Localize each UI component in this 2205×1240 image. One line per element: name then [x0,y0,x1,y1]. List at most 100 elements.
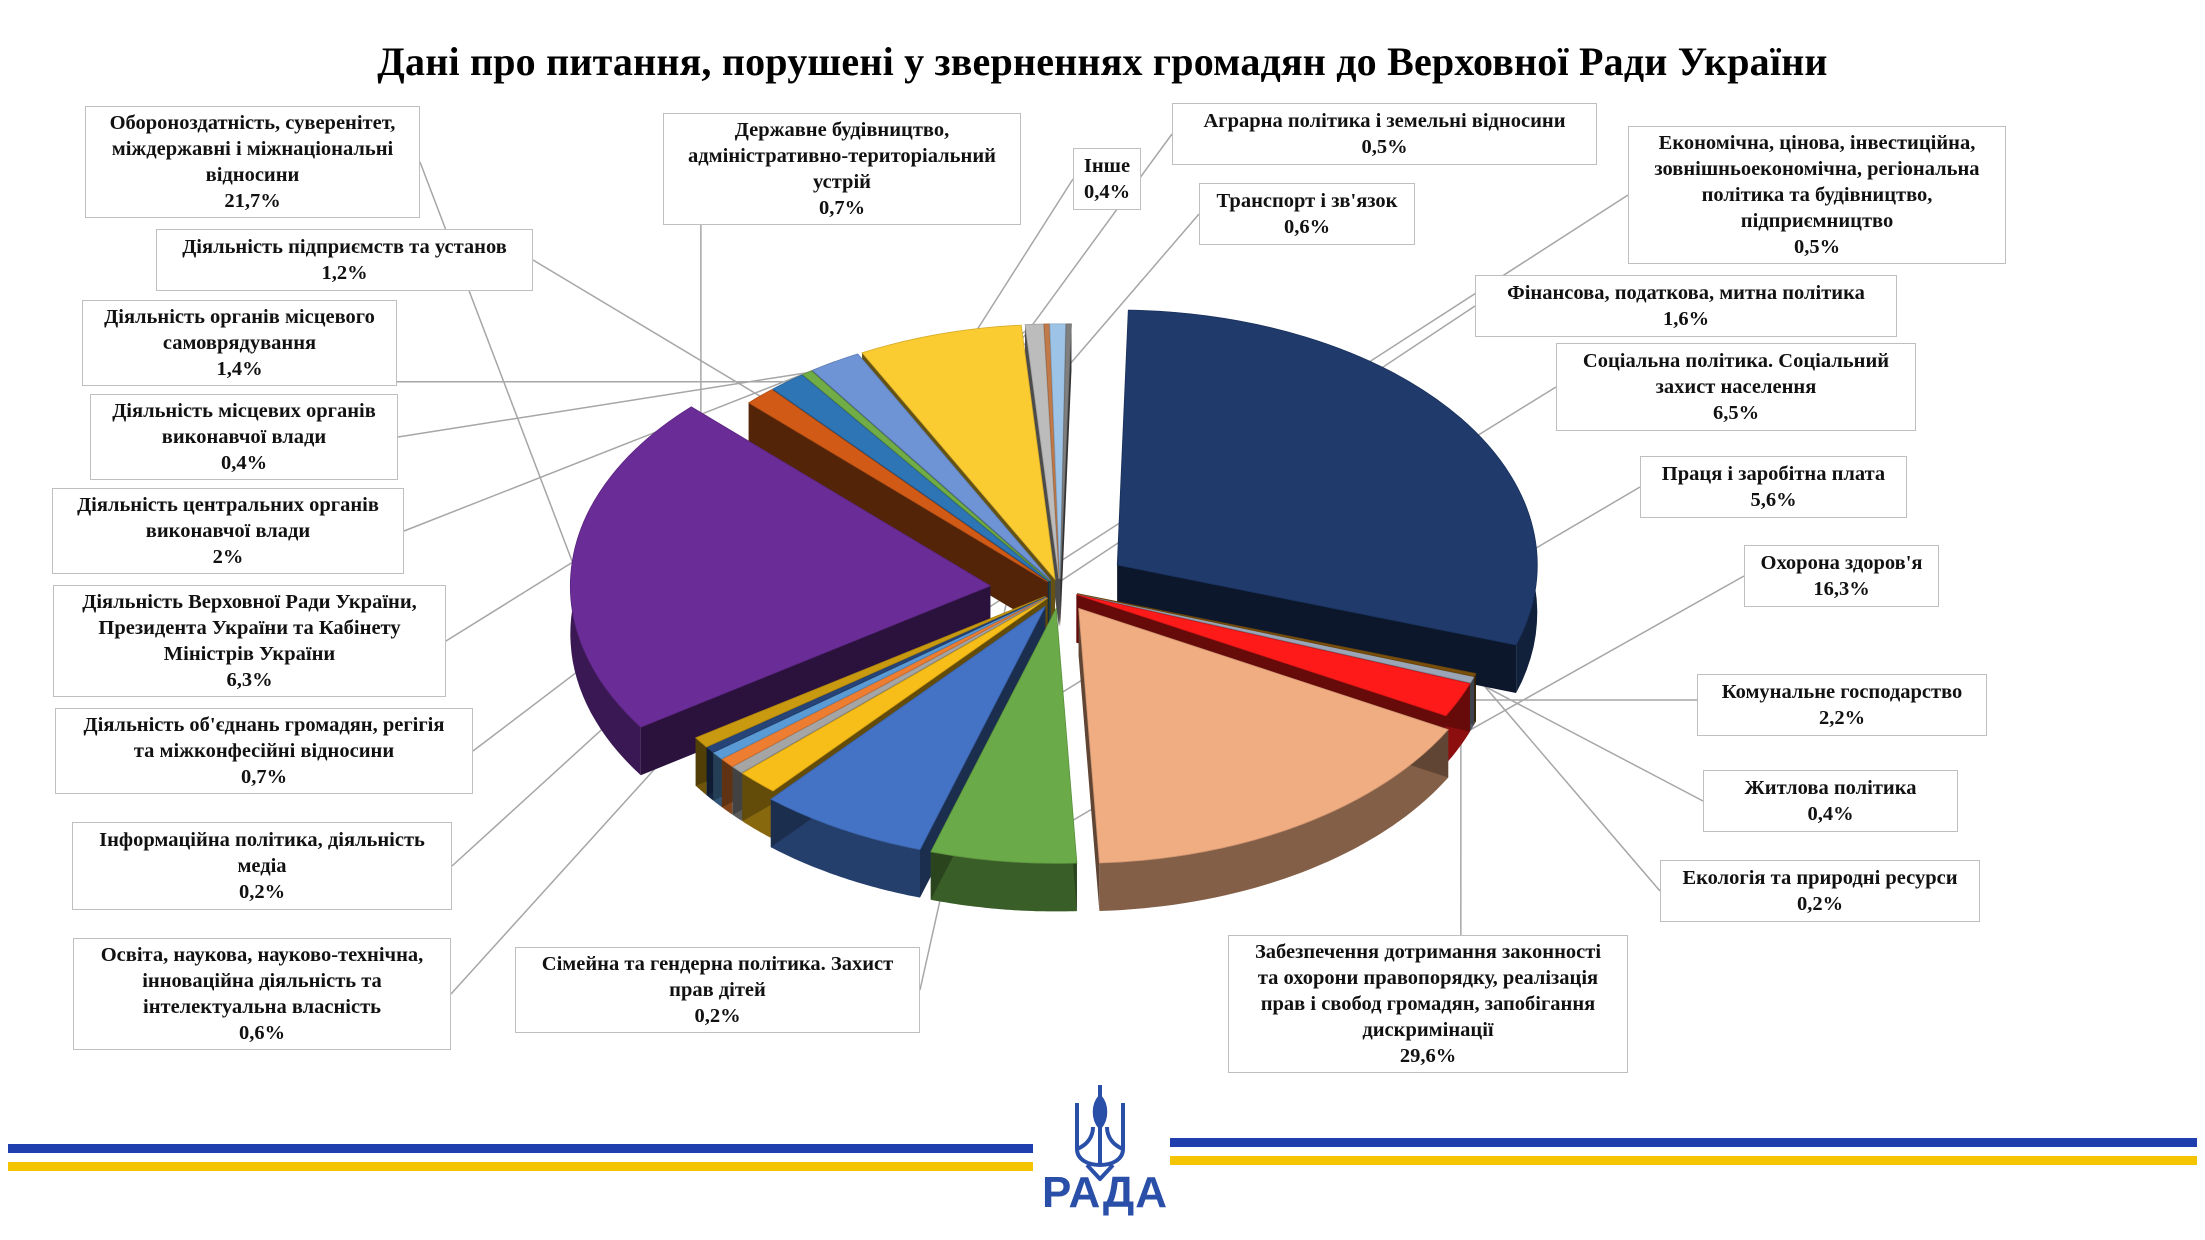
data-label-percent: 2% [212,546,244,568]
data-label-text: захист населення [1655,376,1817,398]
data-label-zakon: Забезпечення дотримання законності та охо… [1228,935,1628,1073]
pie-slice [1059,323,1072,579]
pie-slice [1076,593,1477,678]
data-label-percent: 0,5% [1793,236,1841,258]
pie-slice [1043,323,1060,579]
data-label-text: Забезпечення дотримання законності [1254,941,1602,963]
data-label-text: Транспорт і зв'язок [1216,190,1398,212]
pie-slice-side [770,799,920,898]
pie-slices [570,309,1538,912]
data-label-text: політика та будівництво, [1701,184,1933,206]
data-label-transport: Транспорт і зв'язок 0,6% [1199,183,1415,245]
data-label-text: адміністративно-територіальний [688,145,996,167]
data-label-percent: 0,4% [1083,181,1131,203]
pie-slice [747,389,1048,583]
data-label-komun: Комунальне господарство 2,2% [1697,674,1987,736]
data-label-text: самоврядування [162,332,317,354]
data-label-finans: Фінансова, податкова, митна політика 1,6% [1475,275,1897,337]
data-label-percent: 1,6% [1662,308,1710,330]
leader-line [403,361,835,532]
pie-slice [801,370,1050,582]
pie-slice [811,353,1052,581]
pie-slice [1116,309,1538,646]
data-label-percent: 0,6% [238,1022,286,1044]
data-label-percent: 6,3% [226,669,273,691]
data-label-ekonom: Економічна, цінова, інвестиційна, зовнішн… [1628,126,2006,264]
data-label-text: підприємництво [1740,210,1894,232]
data-label-zdorovia: Охорона здоров'я 16,3% [1744,545,1939,607]
data-label-percent: 0,2% [694,1005,741,1027]
data-label-inshe: Інше 0,4% [1073,148,1141,210]
data-label-simeina: Сімейна та гендерна політика. Захист прав… [515,947,920,1033]
data-label-text: Охорона здоров'я [1760,552,1923,574]
pie-slice [1076,594,1471,717]
leader-line [1471,679,1704,802]
data-label-text: прав і свобод громадян, запобігання [1260,993,1596,1015]
footer-band-blue-left [8,1144,1033,1153]
data-label-percent: 0,6% [1283,216,1331,238]
pie-slice-wall [1078,608,1100,912]
data-label-percent: 21,7% [224,190,281,212]
data-label-text: Діяльність об'єднань громадян, регігія [83,714,445,736]
data-label-percent: 5,6% [1750,489,1797,511]
data-label-text: Інше [1083,155,1131,177]
data-label-text: Фінансова, податкова, митна політика [1507,282,1865,304]
data-label-percent: 1,2% [321,262,368,284]
data-label-percent: 0,2% [238,881,286,903]
data-label-zhytlo: Житлова політика 0,4% [1703,770,1958,832]
pie-slice-wall [1117,565,1517,694]
data-label-derzhbud: Державне будівництво, адміністративно-тер… [663,113,1021,225]
data-label-vru: Діяльність Верховної Ради України, Презид… [53,585,446,697]
leader-line [532,259,761,397]
data-label-pidpr: Діяльність підприємств та установ 1,2% [156,229,533,291]
data-label-percent: 6,5% [1712,402,1760,424]
data-label-agrar: Аграрна політика і земельні відносини 0,5… [1172,103,1597,165]
data-label-text: інноваційна діяльність та [142,970,382,992]
leader-line [1474,674,1661,892]
pie-slice-wall [1060,323,1072,627]
pie-slice [1078,607,1449,864]
data-label-percent: 2,2% [1818,707,1866,729]
data-label-text: Діяльність органів місцевого [104,306,375,328]
data-label-text: відносини [205,164,300,186]
data-label-text: та міжконфесійні відносини [133,740,395,762]
data-label-text: Міністрів України [163,643,336,665]
data-label-percent: 16,3% [1813,578,1870,600]
data-label-percent: 29,6% [1399,1045,1457,1067]
pie-slice [861,324,1056,581]
data-label-percent: 0,4% [220,452,268,474]
data-label-text: Соціальна політика. Соціальний [1582,350,1890,372]
data-label-percent: 0,2% [1796,893,1844,915]
chart-title: Дані про питання, порушені у зверненнях … [377,39,1828,84]
data-label-text: Президента України та Кабінету [98,617,401,639]
data-label-text: Сімейна та гендерна політика. Захист [541,953,894,975]
data-label-text: медіа [237,855,287,877]
data-label-tsentr: Діяльність центральних органів виконавчої… [52,488,404,574]
data-label-obiedn: Діяльність об'єднань громадян, регігія та… [55,708,473,794]
data-label-text: устрій [813,171,871,193]
footer-band-yellow-left [8,1162,1033,1171]
data-label-social: Соціальна політика. Соціальний захист нас… [1556,343,1916,431]
data-label-text: Житлова політика [1744,777,1917,799]
data-label-text: зовнішньоекономічна, регіональна [1654,158,1980,180]
data-label-oborona: Обороноздатність, суверенітет, міждержавн… [85,106,420,218]
data-label-text: Діяльність місцевих органів [112,400,376,422]
pie-slice [930,607,1078,864]
pie-slice-side [930,851,1077,912]
pie-slice [712,596,1047,760]
data-label-text: прав дітей [669,979,766,1001]
data-label-percent: 0,4% [1807,803,1854,825]
data-label-percent: 1,4% [216,358,263,380]
data-label-text: Освіта, наукова, науково-технічна, [100,944,424,966]
data-label-ekolog: Екологія та природні ресурси 0,2% [1660,860,1980,922]
data-label-text: Інформаційна політика, діяльність [99,829,425,851]
data-label-percent: 0,7% [240,766,288,788]
data-label-text: Діяльність Верховної Ради України, [82,591,417,613]
data-label-text: Економічна, цінова, інвестиційна, [1658,132,1976,154]
pie-slice [770,605,1046,851]
pie-slice [1049,323,1067,579]
pie-slice [772,374,1050,582]
data-label-text: Державне будівництво, [734,119,950,141]
data-label-text: Комунальне господарство [1721,681,1963,703]
